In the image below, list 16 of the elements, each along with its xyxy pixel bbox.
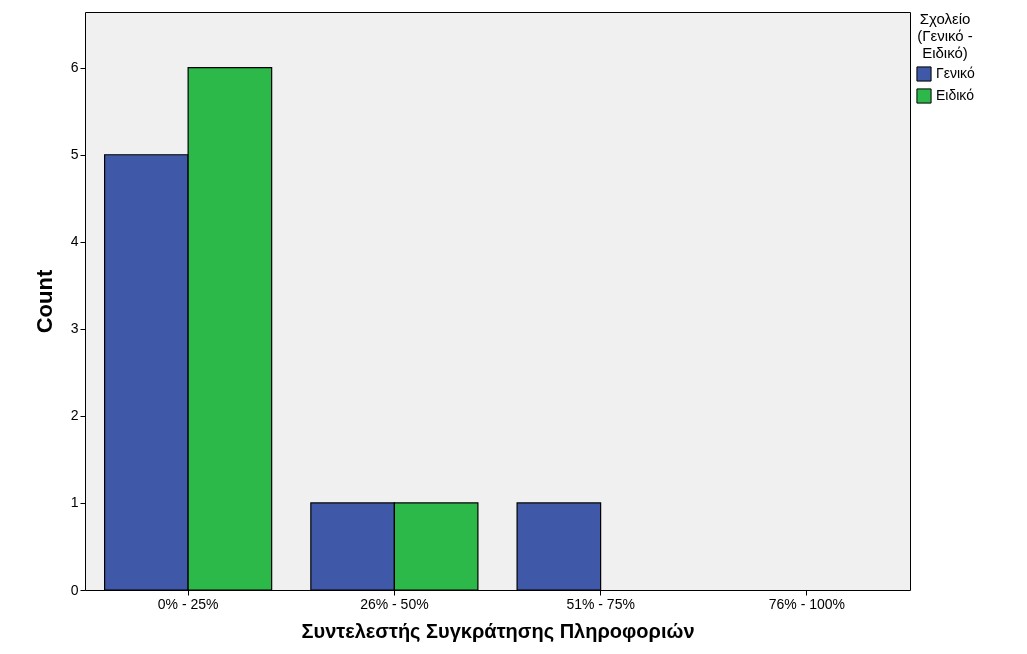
legend-label: Γενικό: [936, 65, 975, 81]
x-tick-label: 76% - 100%: [768, 595, 846, 612]
x-tick-label: 51% - 75%: [566, 595, 635, 612]
legend-title: Σχολείο (Γενικό - Ειδικό): [917, 10, 973, 61]
y-tick-label: 1: [70, 494, 79, 511]
x-tick-label: 0% - 25%: [157, 595, 219, 612]
y-tick-label: 6: [70, 59, 79, 76]
legend-label: Ειδικό: [936, 87, 975, 103]
y-axis-title: Count: [31, 269, 57, 334]
y-tick-label: 0: [70, 581, 79, 598]
x-axis-title: Συντελεστής Συγκράτησης Πληροφοριών: [301, 619, 695, 642]
x-tick-label: 26% - 50%: [360, 595, 429, 612]
y-tick-label: 3: [70, 320, 79, 337]
y-tick-label: 4: [70, 233, 79, 250]
y-tick-label: 5: [70, 146, 79, 163]
y-tick-label: 2: [70, 407, 79, 424]
